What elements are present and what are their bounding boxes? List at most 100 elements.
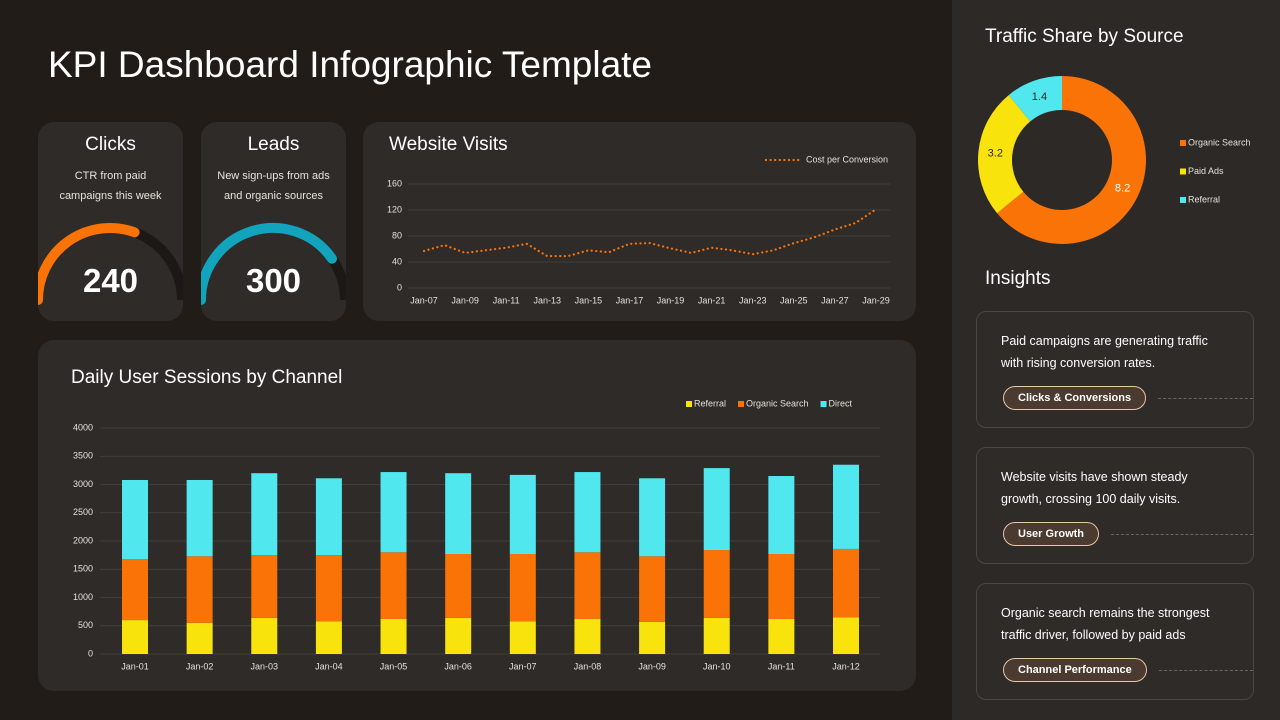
y-tick-label: 40 [392, 256, 402, 266]
chart-title: Traffic Share by Source [985, 26, 1184, 47]
kpi-description: CTR from paid campaigns this week [59, 170, 162, 202]
bar-segment [380, 472, 407, 553]
legend-swatch [1180, 168, 1186, 175]
page-title: KPI Dashboard Infographic Template [48, 44, 653, 85]
x-tick-label: Jan-09 [638, 661, 666, 671]
insight-text: Website visits have shown steady growth,… [1001, 470, 1188, 506]
bar-segment [380, 618, 407, 654]
data-label: 3.2 [988, 147, 1003, 159]
bar-segment [703, 617, 730, 654]
bar-segment [445, 473, 472, 554]
x-tick-label: Jan-03 [251, 661, 279, 671]
y-tick-label: 2500 [73, 507, 93, 517]
x-tick-label: Jan-19 [657, 295, 685, 305]
insight-text: Paid campaigns are generating traffic wi… [1001, 334, 1208, 370]
x-tick-label: Jan-23 [739, 295, 767, 305]
legend-label: Direct [829, 398, 853, 408]
bar-segment [186, 479, 213, 557]
legend-swatch [1180, 197, 1186, 203]
y-tick-label: 500 [78, 620, 93, 630]
donut-segment [997, 76, 1146, 245]
kpi-title: Clicks [85, 134, 136, 155]
bar-segment [509, 621, 536, 654]
x-tick-label: Jan-06 [444, 661, 472, 671]
bar-segment [574, 618, 601, 654]
x-tick-label: Jan-29 [862, 295, 890, 305]
y-tick-label: 4000 [73, 422, 93, 432]
legend-label: Referral [694, 398, 726, 408]
y-tick-label: 0 [397, 282, 402, 292]
legend-label: Cost per Conversion [806, 154, 888, 164]
insight-card: Paid campaigns are generating traffic wi… [976, 311, 1254, 428]
kpi-value: 300 [245, 262, 302, 299]
kpi-card: Leads New sign-ups from ads and organic … [201, 122, 346, 321]
bar-segment [703, 468, 730, 551]
insight-tag-row: Clicks & Conversions [1003, 386, 1253, 410]
bar-segment [122, 479, 148, 560]
line [422, 208, 878, 258]
x-tick-label: Jan-12 [832, 661, 860, 671]
divider [1158, 669, 1253, 671]
insight-tag-row: Channel Performance [1003, 658, 1253, 682]
divider [1111, 533, 1253, 535]
x-tick-label: Jan-05 [380, 661, 408, 671]
y-tick-label: 160 [387, 178, 402, 188]
data-label: 1.4 [1032, 91, 1047, 103]
x-tick-label: Jan-25 [780, 295, 808, 305]
y-tick-label: 0 [88, 648, 93, 658]
insight-tag: Channel Performance [1003, 658, 1147, 682]
legend-label: Organic Search [746, 398, 809, 408]
x-tick-label: Jan-27 [821, 295, 849, 305]
gauge [201, 222, 346, 305]
bar-segment [639, 556, 666, 622]
bar-segment [445, 553, 472, 618]
bar-segment [122, 559, 148, 621]
y-tick-label: 120 [387, 204, 402, 214]
insight-card: Website visits have shown steady growth,… [976, 447, 1254, 564]
bar-segment [315, 478, 342, 556]
legend-label: Organic Search [1188, 137, 1251, 147]
bar-segment [833, 548, 859, 618]
kpi-title: Leads [247, 134, 300, 155]
x-tick-label: Jan-07 [410, 295, 438, 305]
y-tick-label: 3500 [73, 451, 93, 461]
bar-segment [251, 617, 278, 654]
donut-segment [1008, 76, 1062, 122]
bar-segment [380, 552, 407, 619]
gauge-arc [201, 222, 337, 305]
bar-segment [574, 472, 601, 553]
bar-segment [833, 464, 859, 549]
legend-swatch [738, 401, 745, 407]
x-tick-label: Jan-08 [574, 661, 602, 671]
legend-swatch [820, 401, 827, 407]
bar-segment [509, 553, 536, 622]
legend-label: Paid Ads [1188, 166, 1224, 176]
x-tick-label: Jan-01 [121, 661, 149, 671]
kpi-value: 240 [82, 262, 139, 299]
x-tick-label: Jan-15 [575, 295, 603, 305]
bar-segment [768, 476, 795, 554]
bar-segment [768, 553, 795, 619]
x-tick-label: Jan-07 [509, 661, 537, 671]
y-tick-label: 80 [392, 230, 402, 240]
x-tick-label: Jan-09 [451, 295, 479, 305]
insight-tag-row: User Growth [1003, 522, 1253, 546]
bar-segment [768, 618, 795, 654]
x-tick-label: Jan-13 [534, 295, 562, 305]
x-tick-label: Jan-04 [315, 661, 343, 671]
gauge-arc [38, 223, 140, 305]
insight-tag: Clicks & Conversions [1003, 386, 1147, 410]
bar-segment [639, 621, 666, 654]
bar-segment [315, 621, 342, 654]
y-tick-label: 3000 [73, 479, 93, 489]
bar-segment [833, 617, 859, 654]
bar-segment [315, 555, 342, 622]
legend-swatch [686, 401, 692, 407]
x-tick-label: Jan-11 [493, 295, 520, 305]
bar-segment [639, 478, 666, 557]
insight-tag: User Growth [1003, 522, 1100, 546]
x-tick-label: Jan-02 [186, 661, 214, 671]
y-tick-label: 1000 [73, 592, 93, 602]
